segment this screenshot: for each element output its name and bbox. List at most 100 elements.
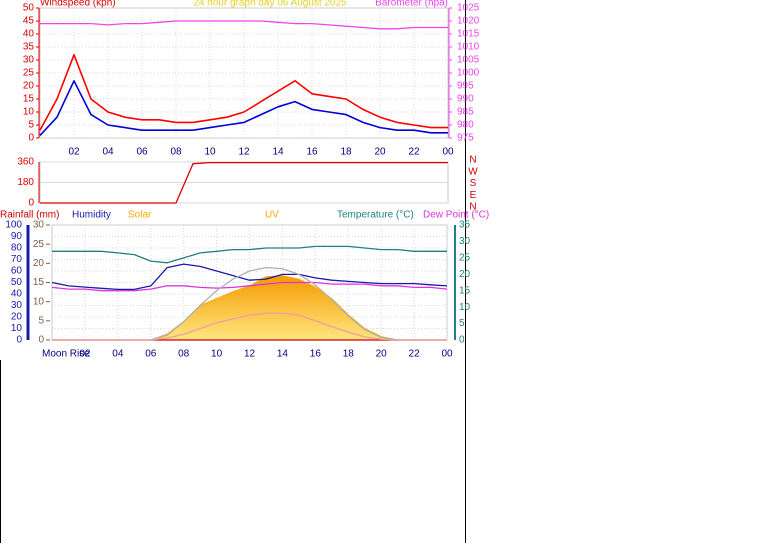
series-line [39,80,448,136]
x-tick-label: 02 [68,147,80,158]
legend-entry: Solar [128,210,152,221]
series-line [52,312,447,341]
y-tick-label: 0 [28,198,34,209]
y-tick-label: 80 [11,243,23,254]
legend-entry: Temperature (°C) [337,210,414,221]
y2-tick-label: 990 [457,94,474,105]
x-tick-label: 00 [441,349,453,360]
y2-tick-label: 975 [457,133,474,144]
y-tick-label: 60 [11,266,23,277]
x-tick-label: 16 [310,349,322,360]
x-tick-label: 14 [272,147,284,158]
x-tick-label: 04 [112,349,124,360]
x-tick-label: 04 [102,147,114,158]
y3-tick-label: 10 [33,296,45,307]
y3-tick-label: 0 [38,335,44,346]
y-tick-label: 90 [11,231,23,242]
x-tick-label: 12 [244,349,256,360]
y3-tick-label: 20 [33,258,45,269]
y2-tick-label: N [469,202,476,213]
x-tick-label: 18 [343,349,355,360]
y2-tick-label: E [470,190,477,201]
x-tick-label: 06 [145,349,157,360]
y2-tick-label: 20 [459,269,471,280]
y-tick-label: 30 [11,300,23,311]
y-tick-label: 20 [23,81,35,92]
y-tick-label: 45 [23,16,35,27]
y3-tick-label: 15 [33,277,45,288]
y-tick-label: 5 [28,120,34,131]
x-tick-label: 08 [170,147,182,158]
y-tick-label: 25 [23,68,35,79]
x-tick-label: 10 [204,147,216,158]
y2-tick-label: 15 [459,285,471,296]
y-tick-label: 50 [23,3,35,14]
y2-tick-label: S [470,178,477,189]
x-tick-label: 20 [376,349,388,360]
x-tick-label: 20 [374,147,386,158]
y-tick-label: 70 [11,254,23,265]
x-tick-label: 10 [211,349,223,360]
x-tick-label: 02 [79,349,91,360]
y2-tick-label: 1020 [457,16,480,27]
y-tick-label: 0 [28,133,34,144]
x-tick-label: 18 [340,147,352,158]
y-tick-label: 10 [23,107,35,118]
y-tick-label: 35 [23,42,35,53]
legend-entry: Rainfall (mm) [0,210,59,221]
y2-tick-label: 10 [459,302,471,313]
y2-tick-label: 985 [457,107,474,118]
y3-tick-label: 30 [33,220,45,231]
y2-tick-label: 25 [459,252,471,263]
legend-entry: Dew Point (°C) [423,210,489,221]
y2-tick-label: 5 [459,318,465,329]
chart-title: 24 hour graph day 06 August 2025 [193,0,347,9]
x-tick-label: 14 [277,349,289,360]
series-line [39,54,448,131]
y2-tick-label: 1025 [457,3,480,14]
y2-tick-label: N [469,155,476,166]
series-line [150,266,398,341]
x-tick-label: 22 [408,147,420,158]
y2-tick-label: 1010 [457,42,480,53]
annotation: Moon Rise [42,349,90,360]
y2-tick-label: 1000 [457,68,480,79]
y-tick-label: 0 [16,335,22,346]
y2-tick-label: 30 [459,236,471,247]
x-tick-label: 08 [178,349,190,360]
y-tick-label: 50 [11,277,23,288]
series-line [51,281,448,292]
y-axis-title: Windspeed (kph) [40,0,116,9]
series-line [51,263,448,291]
y-tick-label: 20 [11,312,23,323]
series-line [52,245,447,264]
y2-tick-label: 0 [459,335,465,346]
y-tick-label: 30 [23,55,35,66]
y2-tick-label: 1015 [457,29,480,40]
y-tick-label: 360 [17,157,34,168]
x-tick-label: 00 [442,147,454,158]
y-tick-label: 10 [11,323,23,334]
y-tick-label: 180 [17,177,34,188]
x-tick-label: 06 [136,147,148,158]
y2-tick-label: 980 [457,120,474,131]
x-tick-label: 22 [409,349,421,360]
x-tick-label: 12 [238,147,250,158]
x-tick-label: 16 [306,147,318,158]
y2-tick-label: W [468,166,478,177]
y2-tick-label: 995 [457,81,474,92]
y2-tick-label: 35 [459,220,471,231]
y2-axis-title: Barometer (hpa) [375,0,448,9]
y-tick-label: 100 [5,220,22,231]
legend-entry: UV [265,210,279,221]
y3-tick-label: 25 [33,239,45,250]
y3-tick-label: 5 [38,315,44,326]
y2-tick-label: 1005 [457,55,480,66]
y-tick-label: 40 [11,289,23,300]
series-line [40,161,448,204]
legend-entry: Humidity [72,210,111,221]
series-line [40,20,448,30]
